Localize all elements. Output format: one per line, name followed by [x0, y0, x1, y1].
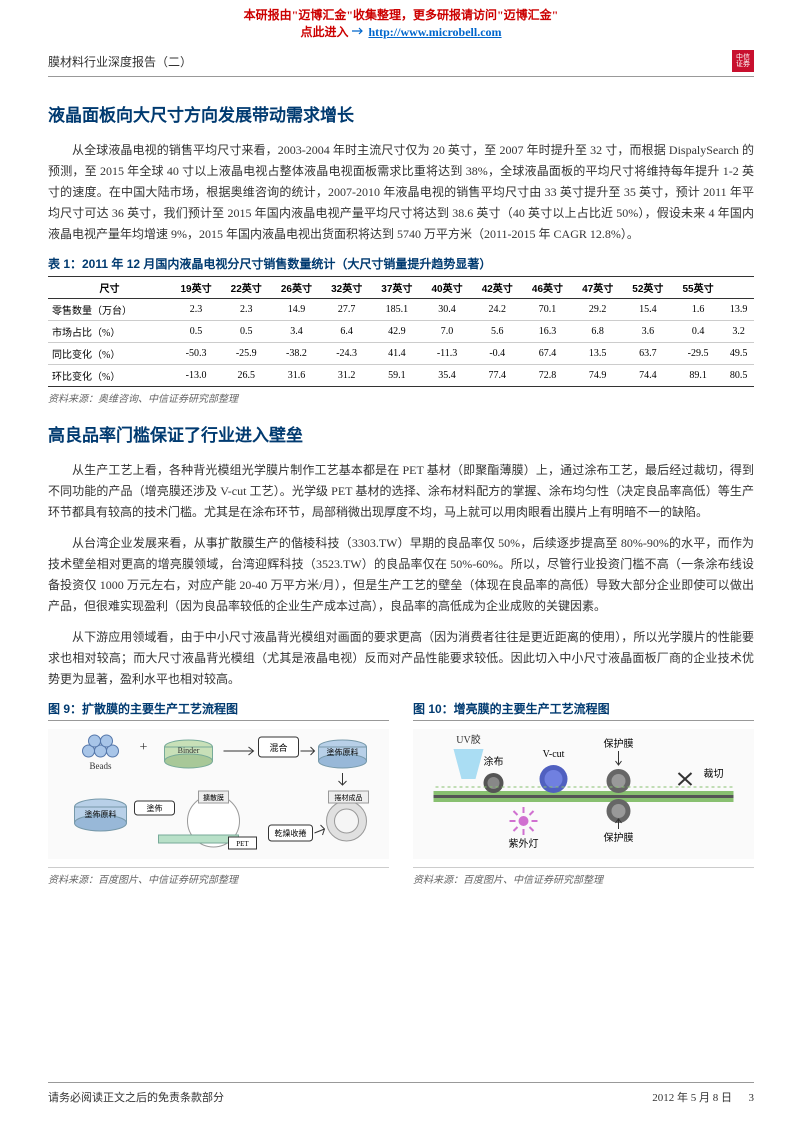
- svg-text:捲材成品: 捲材成品: [335, 793, 363, 802]
- figure-10-source: 资料来源：百度图片、中信证券研究部整理: [413, 867, 754, 886]
- banner-cta: 点此进入: [300, 25, 348, 39]
- table-header: 32英寸: [322, 277, 372, 299]
- page-number: 3: [749, 1092, 755, 1104]
- figure-9-diagram: Beads + Binder 混合 塗佈原料 塗佈原料 塗佈: [48, 729, 389, 859]
- svg-text:塗佈原料: 塗佈原料: [85, 809, 117, 819]
- figure-10: 图 10：增亮膜的主要生产工艺流程图 UV胶 涂布 V-cut 保护膜: [413, 700, 754, 902]
- section-heading-1: 液晶面板向大尺寸方向发展带动需求增长: [48, 101, 754, 126]
- paragraph-2: 从生产工艺上看，各种背光模组光学膜片制作工艺基本都是在 PET 基材（即聚酯薄膜…: [48, 460, 754, 523]
- svg-text:保护膜: 保护膜: [604, 737, 634, 750]
- brand-logo: 中信 证券: [732, 50, 754, 72]
- figure-9-source: 资料来源：百度图片、中信证券研究部整理: [48, 867, 389, 886]
- svg-text:涂布: 涂布: [484, 755, 504, 768]
- paragraph-3: 从台湾企业发展来看，从事扩散膜生产的偕棱科技（3303.TW）早期的良品率仅 5…: [48, 533, 754, 617]
- svg-text:裁切: 裁切: [704, 767, 724, 780]
- footer-date: 2012 年 5 月 8 日: [652, 1092, 732, 1104]
- table-header: 22英寸: [221, 277, 271, 299]
- footer-disclaimer: 请务必阅读正文之后的免责条款部分: [48, 1089, 224, 1105]
- svg-text:PET: PET: [236, 840, 249, 848]
- page-footer: 请务必阅读正文之后的免责条款部分 2012 年 5 月 8 日 3: [48, 1082, 754, 1105]
- sales-table: 尺寸19英寸22英寸26英寸32英寸37英寸40英寸42英寸46英寸47英寸52…: [48, 276, 754, 387]
- table-row: 市场占比（%）0.50.53.46.442.97.05.616.36.83.60…: [48, 321, 754, 343]
- table-header: 19英寸: [171, 277, 221, 299]
- page-header: 膜材料行业深度报告（二） 中信 证券: [48, 50, 754, 77]
- table-header: 尺寸: [48, 277, 171, 299]
- svg-text:UV胶: UV胶: [456, 733, 480, 746]
- svg-text:+: +: [140, 740, 148, 755]
- table-header: 26英寸: [271, 277, 321, 299]
- svg-text:塗佈原料: 塗佈原料: [327, 747, 359, 757]
- paragraph-4: 从下游应用领域看，由于中小尺寸液晶背光模组对画面的要求更高（因为消费者往往是更近…: [48, 627, 754, 690]
- top-banner: 本研报由"迈博汇金"收集整理，更多研报请访问"迈博汇金" 点此进入 http:/…: [0, 0, 802, 42]
- svg-text:保护膜: 保护膜: [604, 831, 634, 844]
- svg-text:紫外灯: 紫外灯: [509, 838, 539, 850]
- svg-text:V-cut: V-cut: [543, 749, 565, 760]
- svg-text:塗佈: 塗佈: [147, 803, 163, 813]
- table-row: 零售数量（万台）2.32.314.927.7185.130.424.270.12…: [48, 299, 754, 321]
- table-header: 46英寸: [522, 277, 572, 299]
- table-source: 资料来源：奥维咨询、中信证券研究部整理: [48, 390, 754, 405]
- figure-9-caption: 图 9：扩散膜的主要生产工艺流程图: [48, 700, 389, 721]
- banner-link[interactable]: http://www.microbell.com: [368, 25, 501, 39]
- figure-10-caption: 图 10：增亮膜的主要生产工艺流程图: [413, 700, 754, 721]
- table-header: 52英寸: [623, 277, 673, 299]
- banner-line1: 本研报由"迈博汇金"收集整理，更多研报请访问"迈博汇金": [0, 6, 802, 23]
- table-header: 42英寸: [472, 277, 522, 299]
- table-row: 同比变化（%）-50.3-25.9-38.2-24.341.4-11.3-0.4…: [48, 343, 754, 365]
- table-header: 40英寸: [422, 277, 472, 299]
- figure-10-diagram: UV胶 涂布 V-cut 保护膜 裁切: [413, 729, 754, 859]
- svg-text:乾燥收捲: 乾燥收捲: [275, 828, 307, 838]
- figure-9: 图 9：扩散膜的主要生产工艺流程图 Beads + Binder 混合 塗佈原料: [48, 700, 389, 902]
- svg-text:擴散膜: 擴散膜: [203, 793, 224, 802]
- doc-title: 膜材料行业深度报告（二）: [48, 53, 192, 70]
- arrow-icon: [351, 25, 365, 35]
- table-row: 环比变化（%）-13.026.531.631.259.135.477.472.8…: [48, 365, 754, 387]
- svg-text:Beads: Beads: [90, 761, 112, 771]
- svg-text:Binder: Binder: [178, 746, 200, 755]
- table-header: 55英寸: [673, 277, 723, 299]
- table-caption: 表 1：2011 年 12 月国内液晶电视分尺寸销售数量统计（大尺寸销量提升趋势…: [48, 255, 754, 272]
- svg-text:混合: 混合: [269, 742, 287, 753]
- paragraph-1: 从全球液晶电视的销售平均尺寸来看，2003-2004 年时主流尺寸仅为 20 英…: [48, 140, 754, 245]
- table-header: 47英寸: [573, 277, 623, 299]
- table-header: 37英寸: [372, 277, 422, 299]
- section-heading-2: 高良品率门槛保证了行业进入壁垒: [48, 421, 754, 446]
